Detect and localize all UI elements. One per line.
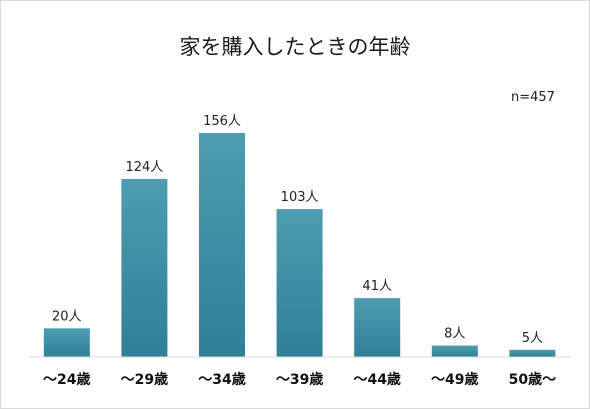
value-label-2: 124人 (125, 160, 163, 175)
category-label-1: ～24歳 (43, 371, 90, 388)
bar-2 (121, 178, 168, 357)
chart-title: 家を購入したときの年齢 (179, 35, 411, 59)
value-label-5: 41人 (362, 279, 392, 294)
bar-1 (43, 328, 90, 357)
bar-3 (199, 133, 245, 357)
bar-6 (431, 345, 478, 357)
value-label-3: 156人 (203, 114, 241, 129)
value-label-6: 8人 (444, 327, 465, 342)
category-label-5: ～44歳 (353, 371, 400, 388)
bar-5 (354, 298, 401, 357)
tick-labels-group: ～24歳 ～29歳 ～34歳 ～39歳 ～44歳 ～49歳 50歳～ (43, 371, 556, 388)
value-label-4: 103人 (281, 190, 319, 205)
category-label-2: ～29歳 (121, 371, 168, 388)
value-labels-group: 20人 124人 156人 103人 41人 8人 5人 (52, 114, 543, 346)
value-label-1: 20人 (52, 309, 82, 324)
category-label-6: ～49歳 (431, 371, 478, 388)
category-label-3: ～34歳 (198, 371, 245, 388)
sample-size-label: n=457 (511, 90, 555, 105)
bar-4 (276, 209, 323, 357)
value-label-7: 5人 (522, 331, 543, 346)
category-label-4: ～39歳 (276, 371, 323, 388)
bar-7 (509, 349, 556, 357)
category-label-7: 50歳～ (509, 371, 556, 388)
bars-group (43, 133, 556, 357)
